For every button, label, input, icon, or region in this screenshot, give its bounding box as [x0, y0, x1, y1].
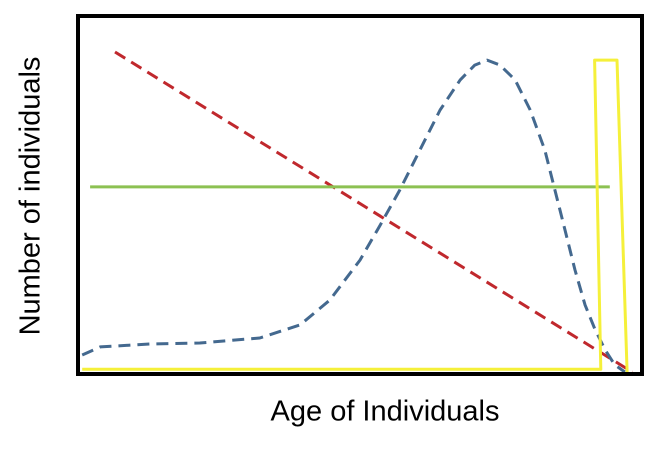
series-line — [114, 50, 633, 374]
x-axis-label: Age of Individuals — [271, 396, 500, 428]
y-axis-label: Number of individuals — [15, 57, 47, 336]
plot-frame — [76, 14, 644, 376]
series-line — [81, 58, 626, 374]
series-line — [82, 58, 629, 373]
